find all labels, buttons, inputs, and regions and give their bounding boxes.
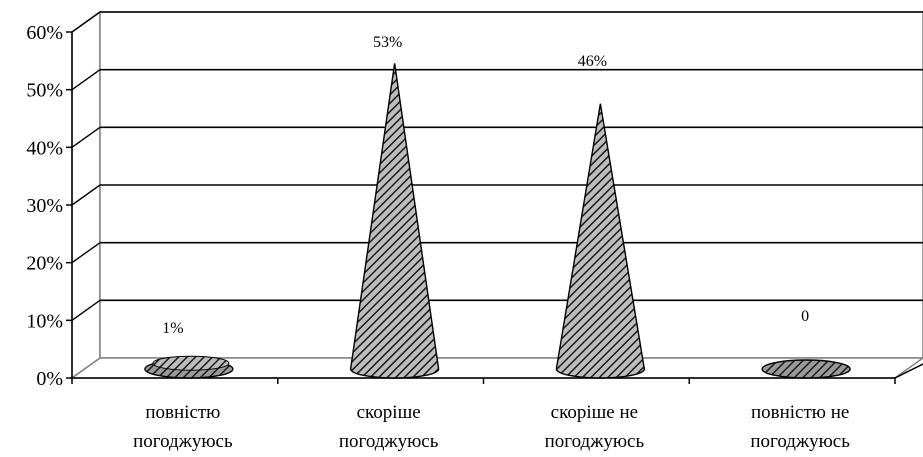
data-label: 0: [801, 308, 809, 325]
data-marks: [144, 63, 851, 379]
y-tick-label: 50%: [26, 80, 63, 102]
gridline-side: [71, 299, 101, 321]
cone-bar: [144, 355, 234, 379]
gridline-side: [71, 242, 101, 264]
gridline-side: [71, 184, 101, 206]
x-axis: повністю погоджуюсь скоріше погоджуюсь скорі…: [71, 363, 923, 452]
y-tick-label: 30%: [26, 195, 63, 217]
gridlines: [71, 11, 923, 321]
data-label: 46%: [578, 53, 607, 70]
y-tick-label: 0%: [36, 368, 63, 390]
data-labels: 1% 53% 46% 0: [162, 34, 809, 337]
x-tick-label: повністю не погоджуюсь: [750, 402, 850, 452]
cone-body: [555, 103, 646, 379]
x-tick-label: повністю погоджуюсь: [133, 402, 233, 452]
y-tick-label: 40%: [26, 137, 63, 159]
cone-top: [152, 355, 230, 371]
y-tick-label: 20%: [26, 253, 63, 275]
cone-bar: [555, 103, 646, 379]
y-tick-label: 60%: [26, 22, 63, 44]
gridline-side: [71, 126, 101, 148]
gridline-side: [71, 11, 101, 33]
cone-base: [761, 359, 851, 379]
y-tick-label: 10%: [26, 310, 63, 332]
y-axis: 0% 10% 20% 30% 40% 50% 60%: [26, 22, 73, 390]
x-axis-end: [894, 363, 923, 379]
x-tick-label: скоріше не погоджуюсь: [545, 402, 645, 452]
data-label: 53%: [373, 34, 402, 51]
x-tick-label: скоріше погоджуюсь: [339, 402, 439, 452]
data-label: 1%: [162, 320, 183, 337]
plot-area: [69, 10, 923, 380]
cone-bar: [761, 359, 851, 379]
cone-body: [349, 63, 440, 379]
gridline-side: [71, 69, 101, 91]
cone-bar: [349, 63, 440, 379]
